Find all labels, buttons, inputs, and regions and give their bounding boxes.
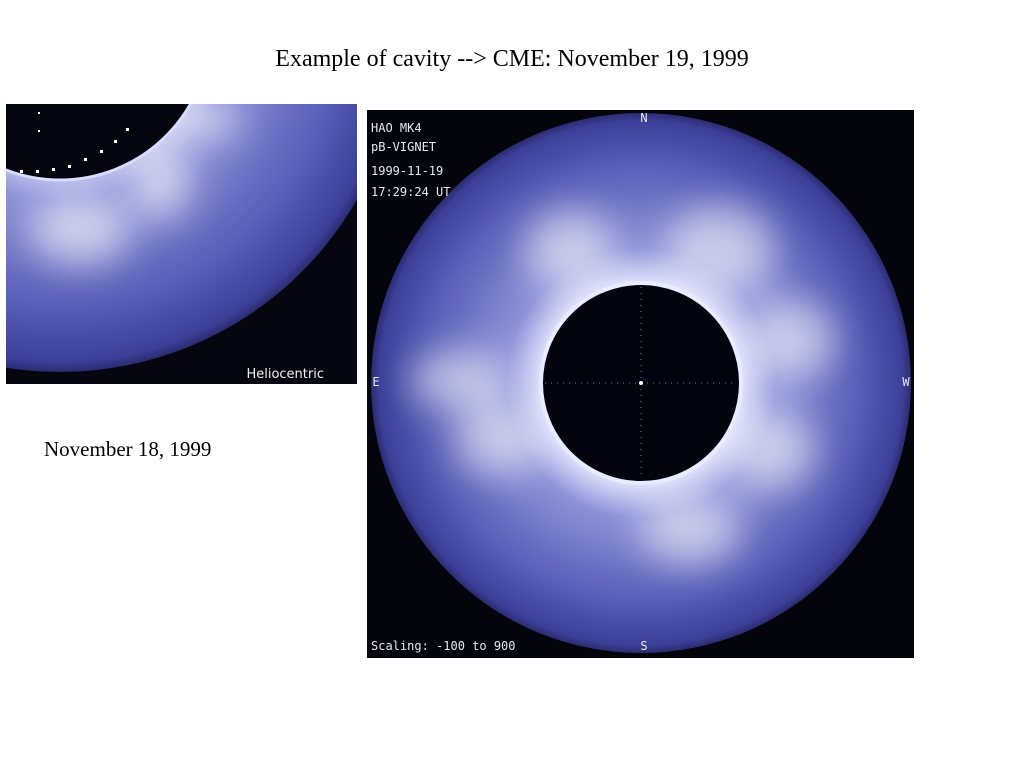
compass-west: W bbox=[902, 375, 910, 389]
info-line: HAO MK4 bbox=[371, 121, 422, 135]
left-coronagraph-image: Heliocentric bbox=[6, 104, 357, 384]
compass-south: S bbox=[640, 639, 647, 653]
info-line: 17:29:24 UT bbox=[371, 185, 450, 199]
info-line: pB-VIGNET bbox=[371, 140, 436, 154]
compass-north: N bbox=[640, 111, 647, 125]
right-coronagraph-image: HAO MK4 pB-VIGNET 1999-11-19 17:29:24 UT… bbox=[367, 110, 914, 658]
compass-east: E bbox=[372, 375, 379, 389]
image-caption: November 18, 1999 bbox=[44, 437, 211, 461]
info-line: 1999-11-19 bbox=[371, 164, 443, 178]
scaling-label: Scaling: -100 to 900 bbox=[371, 639, 516, 653]
slide-title: Example of cavity --> CME: November 19, … bbox=[275, 46, 748, 72]
image-label: Heliocentric bbox=[246, 367, 324, 382]
